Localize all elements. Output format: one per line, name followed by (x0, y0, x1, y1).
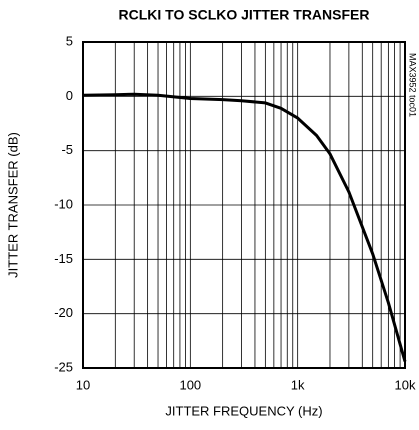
x-tick-label: 1k (291, 377, 305, 392)
chart-title: RCLKI TO SCLKO JITTER TRANSFER (119, 7, 370, 23)
y-tick-label: 0 (66, 88, 73, 103)
y-tick-label: -5 (61, 142, 73, 157)
y-tick-label: 5 (66, 33, 73, 48)
plot-frame (82, 41, 406, 369)
x-tick-label: 100 (179, 377, 201, 392)
data-line (82, 92, 407, 362)
y-tick-label: -15 (54, 251, 73, 266)
annotation: MAX3952 toc01 (408, 53, 418, 117)
y-tick-label: -20 (54, 305, 73, 320)
y-tick-label: -25 (54, 359, 73, 374)
x-axis-label: JITTER FREQUENCY (Hz) (165, 403, 322, 418)
y-tick-label: -10 (54, 196, 73, 211)
x-tick-label: 10k (395, 377, 416, 392)
x-tick-label: 10 (76, 377, 90, 392)
y-axis-label: JITTER TRANSFER (dB) (5, 132, 20, 278)
